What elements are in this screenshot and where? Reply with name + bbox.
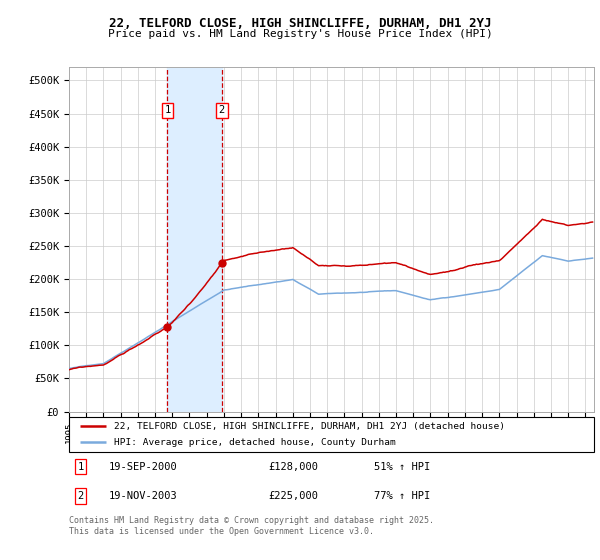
Text: £225,000: £225,000 — [269, 491, 319, 501]
Text: Price paid vs. HM Land Registry's House Price Index (HPI): Price paid vs. HM Land Registry's House … — [107, 29, 493, 39]
Text: 1: 1 — [164, 105, 170, 115]
Text: 1: 1 — [77, 461, 83, 472]
Text: 77% ↑ HPI: 77% ↑ HPI — [373, 491, 430, 501]
Text: Contains HM Land Registry data © Crown copyright and database right 2025.
This d: Contains HM Land Registry data © Crown c… — [69, 516, 434, 536]
Text: 2: 2 — [219, 105, 225, 115]
Text: £128,000: £128,000 — [269, 461, 319, 472]
Text: 51% ↑ HPI: 51% ↑ HPI — [373, 461, 430, 472]
Text: 22, TELFORD CLOSE, HIGH SHINCLIFFE, DURHAM, DH1 2YJ (detached house): 22, TELFORD CLOSE, HIGH SHINCLIFFE, DURH… — [113, 422, 505, 431]
Text: HPI: Average price, detached house, County Durham: HPI: Average price, detached house, Coun… — [113, 438, 395, 447]
FancyBboxPatch shape — [69, 417, 594, 452]
Bar — [167, 67, 222, 412]
Text: 19-SEP-2000: 19-SEP-2000 — [109, 461, 177, 472]
Text: 22, TELFORD CLOSE, HIGH SHINCLIFFE, DURHAM, DH1 2YJ: 22, TELFORD CLOSE, HIGH SHINCLIFFE, DURH… — [109, 17, 491, 30]
Text: 2: 2 — [77, 491, 83, 501]
Text: 19-NOV-2003: 19-NOV-2003 — [109, 491, 177, 501]
